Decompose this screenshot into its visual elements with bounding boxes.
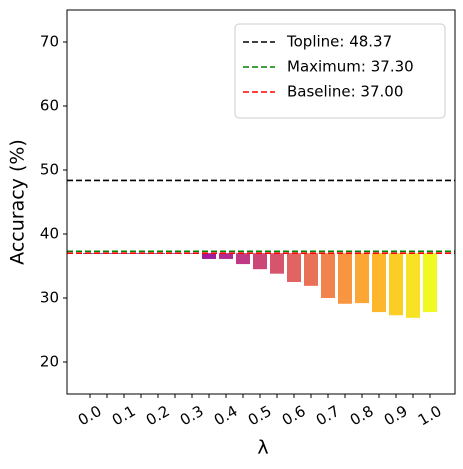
x-tick-label: 0.4 bbox=[211, 402, 241, 430]
x-tick-label: 0.1 bbox=[109, 402, 139, 430]
legend-label: Maximum: 37.30 bbox=[287, 58, 414, 76]
bar bbox=[423, 253, 437, 313]
x-tick-label: 0.3 bbox=[177, 402, 207, 430]
legend-label: Topline: 48.37 bbox=[286, 33, 392, 51]
x-tick-label: 0.5 bbox=[245, 402, 275, 430]
bar bbox=[219, 253, 233, 259]
y-tick-label: 40 bbox=[40, 225, 59, 243]
y-tick-label: 50 bbox=[40, 161, 59, 179]
y-tick-label: 60 bbox=[40, 97, 59, 115]
y-tick-label: 30 bbox=[40, 289, 59, 307]
y-tick-label: 20 bbox=[40, 353, 59, 371]
bar bbox=[270, 253, 284, 274]
bar bbox=[236, 253, 250, 265]
bar bbox=[372, 253, 386, 313]
x-axis-label: λ bbox=[257, 437, 268, 459]
bar bbox=[185, 253, 199, 254]
bar bbox=[202, 253, 216, 259]
plot-frame bbox=[66, 9, 456, 395]
bar bbox=[389, 253, 403, 316]
bar bbox=[253, 253, 267, 270]
x-tick-label: 0.0 bbox=[75, 402, 105, 430]
x-tick-label: 0.7 bbox=[313, 402, 343, 430]
legend-label: Baseline: 37.00 bbox=[287, 83, 403, 101]
legend-box bbox=[234, 23, 446, 119]
y-tick-label: 70 bbox=[40, 33, 59, 51]
x-tick-label: 1.0 bbox=[415, 402, 445, 430]
x-tick-label: 0.2 bbox=[143, 402, 173, 430]
x-tick-label: 0.8 bbox=[347, 402, 377, 430]
y-axis-label: Accuracy (%) bbox=[7, 139, 29, 265]
x-tick-label: 0.9 bbox=[381, 402, 411, 430]
bar bbox=[321, 253, 335, 298]
bar bbox=[338, 253, 352, 304]
bar bbox=[287, 253, 301, 282]
bar bbox=[406, 253, 420, 318]
bar bbox=[304, 253, 318, 286]
bar bbox=[355, 253, 369, 304]
x-tick-label: 0.6 bbox=[279, 402, 309, 430]
